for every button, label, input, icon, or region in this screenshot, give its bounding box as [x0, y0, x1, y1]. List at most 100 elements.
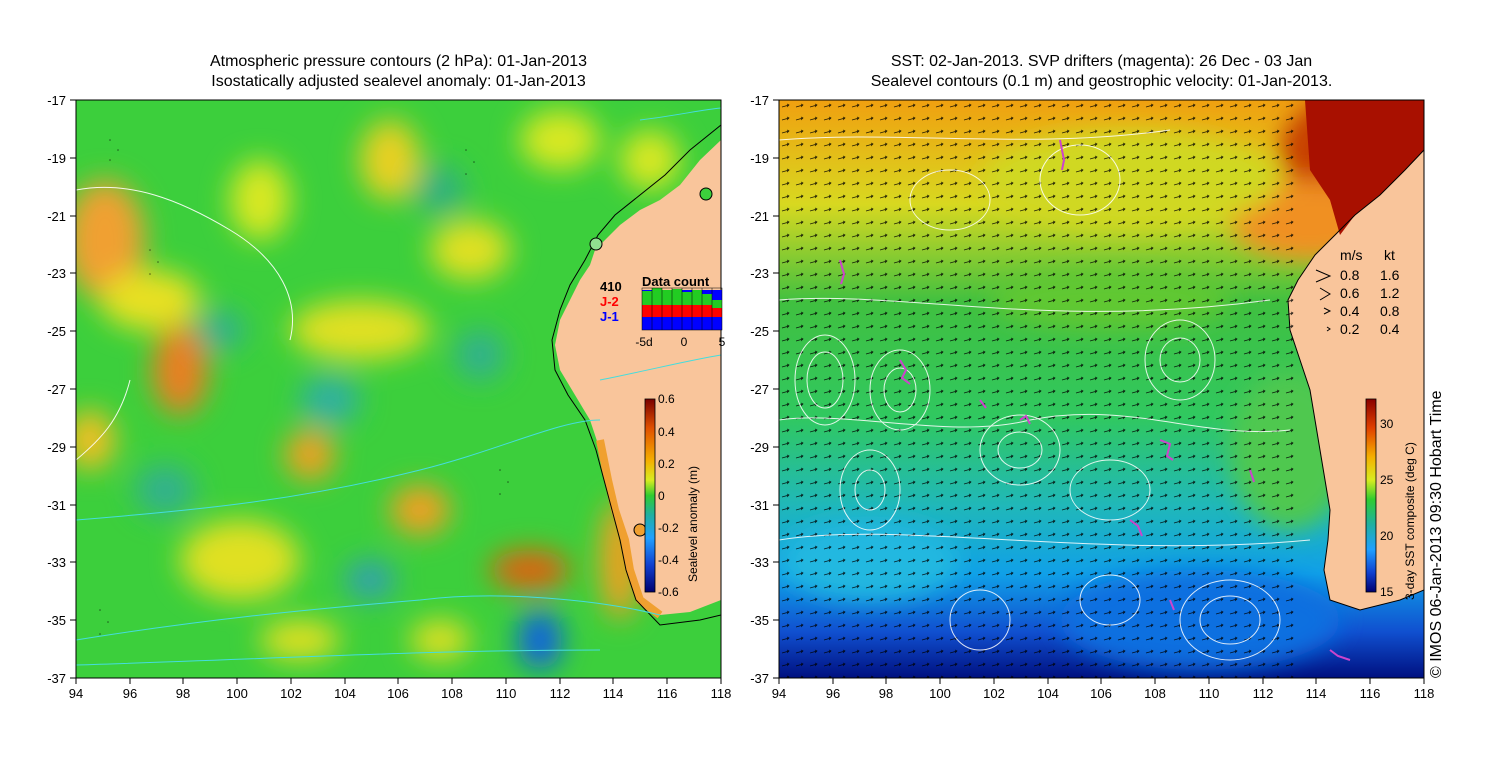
lat-tick: -23 [47, 266, 66, 281]
lon-tick: 116 [657, 686, 678, 701]
lon-tick: 104 [334, 686, 356, 701]
sat1-label: J-2 [600, 294, 619, 309]
left-title-line2: Isostatically adjusted sealevel anomaly:… [211, 73, 586, 90]
lon-tick: 114 [1306, 686, 1327, 701]
data-count-xtick: -5d [635, 335, 652, 349]
lon-tick: 96 [123, 686, 137, 701]
lon-tick: 98 [879, 686, 893, 701]
nw-hot-land [1305, 100, 1424, 235]
lon-tick: 106 [1090, 686, 1112, 701]
lat-tick: -23 [750, 266, 769, 281]
lon-tick: 94 [772, 686, 786, 701]
left-title-line1: Atmospheric pressure contours (2 hPa): 0… [209, 53, 588, 70]
lon-tick: 108 [1144, 686, 1166, 701]
sst-map: -17 -19 -21 -23 -25 -27 -29 -31 -33 -35 … [750, 93, 1435, 701]
lon-tick: 98 [176, 686, 190, 701]
lon-tick: 96 [826, 686, 840, 701]
lat-tick: -35 [750, 613, 769, 628]
lon-tick: 102 [280, 686, 302, 701]
lon-tick: 100 [929, 686, 951, 701]
coastline [551, 124, 721, 626]
lon-tick: 100 [226, 686, 248, 701]
right-lat-ticks: -17 -19 -21 -23 -25 -27 -29 -31 -33 -35 … [750, 93, 779, 686]
sst-colorbar-tick: 30 [1380, 417, 1394, 431]
right-title-line1: SST: 02-Jan-2013. SVP drifters (magenta)… [890, 53, 1313, 70]
left-lat-ticks: -17 -19 -21 -23 -25 -27 -29 -31 -33 -35 … [47, 93, 76, 686]
lat-tick: -31 [47, 498, 66, 513]
sla-colorbar-tick: 0.6 [658, 392, 675, 406]
sst-colorbar-tick: 15 [1380, 585, 1394, 599]
lat-tick: -33 [750, 555, 769, 570]
data-count-title: Data count [642, 274, 710, 289]
lat-tick: -29 [750, 440, 769, 455]
sla-blobs [76, 110, 680, 670]
sla-colorbar: 0.6 0.4 0.2 0 -0.2 -0.4 -0.6 Sealevel an… [644, 392, 700, 599]
svp-drifters [839, 139, 1351, 661]
lat-tick: -31 [750, 498, 769, 513]
lon-tick: 102 [983, 686, 1005, 701]
sla-colorbar-tick: 0 [658, 489, 665, 503]
velocity-legend-kt: 1.2 [1380, 285, 1400, 301]
data-count-value: 410 [600, 279, 622, 294]
lon-tick: 116 [1360, 686, 1381, 701]
velocity-legend-ms: 0.2 [1340, 321, 1360, 337]
pressure-contours [76, 107, 721, 666]
australia-land [555, 140, 721, 615]
sla-colorbar-tick: 0.4 [658, 425, 675, 439]
lon-tick: 118 [711, 686, 732, 701]
sst-colorbar-tick: 20 [1380, 529, 1394, 543]
sst-colorbar-label: 3-day SST composite (deg C) [1403, 442, 1417, 600]
sealevel-contours [779, 129, 1311, 661]
left-lon-ticks: 94 96 98 100 102 104 106 108 110 112 114… [69, 678, 732, 701]
lon-tick: 114 [603, 686, 624, 701]
lon-tick: 110 [496, 686, 517, 701]
lat-tick: -17 [750, 93, 769, 108]
velocity-legend-kt: 0.4 [1380, 321, 1400, 337]
velocity-legend: m/s kt 0.8 1.6 0.6 1.2 0.4 0.8 0.2 0.4 [1315, 247, 1400, 337]
lat-tick: -17 [47, 93, 66, 108]
velocity-legend-kt-header: kt [1384, 247, 1395, 263]
lon-tick: 106 [387, 686, 409, 701]
lon-tick: 112 [550, 686, 571, 701]
lat-tick: -29 [47, 440, 66, 455]
sst-colorbar: 30 25 20 15 3-day SST composite (deg C) [1365, 398, 1417, 600]
lat-tick: -19 [47, 151, 66, 166]
data-count-xtick: 5 [719, 335, 726, 349]
lat-tick: -35 [47, 613, 66, 628]
imos-credit: © IMOS 06-Jan-2013 09:30 Hobart Time [1428, 390, 1445, 678]
velocity-legend-ms-header: m/s [1340, 247, 1363, 263]
lat-tick: -19 [750, 151, 769, 166]
lat-tick: -37 [750, 671, 769, 686]
data-count-inset: Data count 410 J-2 J-1 -5d 0 5 [600, 274, 726, 349]
sst-colorbar-tick: 25 [1380, 473, 1394, 487]
sla-colorbar-tick: -0.4 [658, 553, 679, 567]
sla-colorbar-tick: -0.6 [658, 585, 679, 599]
lon-tick: 94 [69, 686, 83, 701]
sat2-label: J-1 [600, 309, 619, 324]
lat-tick: -33 [47, 555, 66, 570]
velocity-legend-ms: 0.8 [1340, 267, 1360, 283]
lat-tick: -27 [47, 382, 66, 397]
data-count-bars [641, 287, 723, 331]
lon-tick: 110 [1199, 686, 1220, 701]
lon-tick: 112 [1253, 686, 1274, 701]
lat-tick: -21 [47, 209, 66, 224]
lon-tick: 118 [1414, 686, 1435, 701]
sla-colorbar-tick: 0.2 [658, 457, 675, 471]
sla-colorbar-label: Sealevel anomaly (m) [686, 466, 700, 582]
lat-tick: -27 [750, 382, 769, 397]
lon-tick: 104 [1037, 686, 1059, 701]
lat-tick: -21 [750, 209, 769, 224]
geostrophic-velocity-arrows [779, 100, 1299, 678]
lat-tick: -25 [47, 324, 66, 339]
sealevel-anomaly-map: -17 -19 -21 -23 -25 -27 -29 -31 -33 -35 … [47, 93, 732, 701]
left-title: Atmospheric pressure contours (2 hPa): 0… [76, 52, 721, 92]
right-title: SST: 02-Jan-2013. SVP drifters (magenta)… [779, 52, 1424, 92]
data-count-xtick: 0 [681, 335, 688, 349]
lat-tick: -25 [750, 324, 769, 339]
velocity-legend-kt: 0.8 [1380, 303, 1400, 319]
lon-tick: 108 [441, 686, 463, 701]
lat-tick: -37 [47, 671, 66, 686]
right-lon-ticks: 94 96 98 100 102 104 106 108 110 112 114… [772, 678, 1435, 701]
velocity-legend-ms: 0.4 [1340, 303, 1360, 319]
